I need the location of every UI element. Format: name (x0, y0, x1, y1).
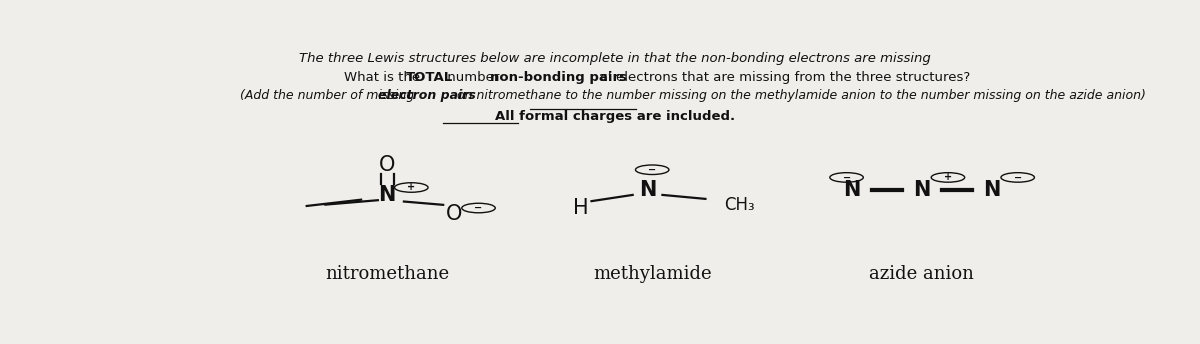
Text: azide anion: azide anion (870, 265, 974, 283)
Text: N: N (913, 180, 930, 200)
Text: +: + (407, 183, 415, 193)
Text: electron pairs: electron pairs (378, 89, 475, 102)
Text: −: − (1014, 172, 1021, 182)
Text: CH₃: CH₃ (724, 196, 755, 214)
Text: +: + (944, 172, 952, 182)
Text: number: number (443, 71, 504, 84)
Text: O: O (446, 204, 462, 224)
Text: non-bonding pairs: non-bonding pairs (490, 71, 626, 84)
Text: What is the: What is the (344, 71, 425, 84)
Text: O: O (379, 155, 395, 175)
Text: c’ electrons that are missing from the three structures?: c’ electrons that are missing from the t… (596, 71, 971, 84)
Text: methylamide: methylamide (593, 265, 712, 283)
Text: −: − (842, 172, 851, 182)
Text: TOTAL: TOTAL (407, 71, 454, 84)
Text: N: N (378, 185, 396, 205)
Text: (Add the number of missing: (Add the number of missing (240, 89, 418, 102)
Text: N: N (983, 180, 1001, 200)
Text: on nitromethane to the number missing on the methylamide anion to the number mis: on nitromethane to the number missing on… (454, 89, 1146, 102)
Text: N: N (844, 180, 860, 200)
Text: N: N (638, 180, 656, 200)
Text: H: H (572, 198, 588, 218)
Text: The three Lewis structures below are incomplete in that the non-bonding electron: The three Lewis structures below are inc… (299, 52, 931, 65)
Text: −: − (648, 165, 656, 175)
Text: −: − (474, 203, 482, 213)
Text: All formal charges are included.: All formal charges are included. (494, 110, 736, 123)
Text: nitromethane: nitromethane (325, 265, 449, 283)
